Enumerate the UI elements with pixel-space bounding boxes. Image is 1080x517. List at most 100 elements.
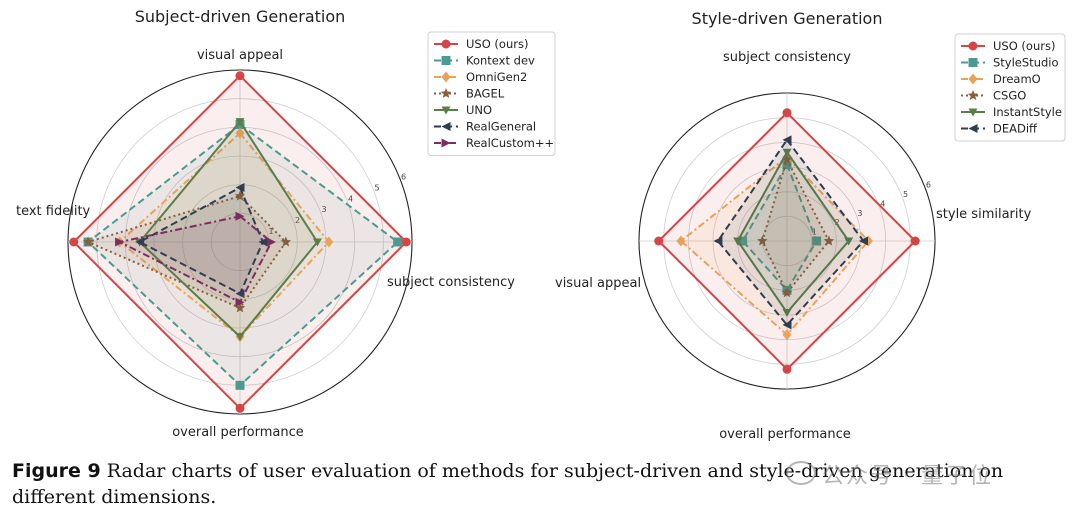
- legend-box: [427, 31, 556, 156]
- legend-marker-omnigen2: [441, 71, 451, 83]
- point-uno-subject-consistency: [312, 238, 322, 247]
- point-bagel-text-fidelity: [82, 236, 94, 247]
- figure-caption: Figure 9 Radar charts of user evaluation …: [12, 458, 1072, 510]
- point-deadiff-style-similarity: [858, 236, 868, 246]
- point-uso-ours-subject-consistency: [401, 237, 411, 247]
- caption-text: Radar charts of user evaluation of metho…: [12, 460, 1004, 508]
- legend-box: [954, 33, 1066, 142]
- legend-label-deadiff: DEADiff: [993, 122, 1038, 136]
- legend-label-realcustom: RealCustom++: [466, 136, 554, 150]
- legend-marker-instantstyle: [968, 108, 978, 117]
- legend: USO (ours) Kontext dev OmniGen2 BAGEL UNO Rea…: [427, 31, 556, 156]
- axis-label-style-similarity: style similarity: [936, 207, 1032, 222]
- legend-marker-uno: [441, 106, 451, 115]
- point-uso-ours-overall-performance: [782, 364, 792, 374]
- point-deadiff-subject-consistency: [782, 135, 792, 145]
- legend-label-dreamo: DreamO: [993, 72, 1041, 86]
- legend-marker-uso-ours: [968, 41, 978, 51]
- axis-label-overall-performance: overall performance: [719, 427, 851, 442]
- point-realcustom-overall-performance: [235, 297, 245, 307]
- legend-marker-dreamo: [968, 73, 978, 85]
- legend-marker-realcustom: [441, 138, 451, 148]
- axis-label-overall-performance: overall performance: [172, 425, 304, 440]
- point-uso-ours-visual-appeal: [235, 71, 245, 81]
- radial-tick-label: 6: [401, 172, 406, 181]
- radar-chart-subject-driven-generation: Subject-driven Generation 1 2 3 4 5 6 visual ap…: [16, 7, 556, 440]
- figure-charts: Subject-driven Generation 1 2 3 4 5 6 visual ap…: [16, 7, 1066, 442]
- legend-marker-stylestudio: [968, 58, 978, 67]
- point-realgeneral-visual-appeal: [235, 183, 245, 193]
- radial-tick-label: 5: [903, 190, 908, 199]
- legend-marker-uso-ours: [441, 39, 451, 49]
- radial-tick-label: 3: [857, 209, 862, 218]
- point-instantstyle-overall-performance: [782, 309, 792, 318]
- point-realcustom-subject-consistency: [267, 237, 277, 247]
- point-uso-ours-overall-performance: [235, 403, 245, 413]
- point-kontext-dev-subject-consistency: [393, 237, 403, 247]
- point-uno-overall-performance: [235, 333, 245, 342]
- point-deadiff-visual-appeal: [713, 236, 723, 246]
- legend-label-instantstyle: InstantStyle: [993, 105, 1062, 119]
- point-uso-ours-visual-appeal: [654, 236, 664, 246]
- radial-tick-label: 5: [375, 183, 380, 192]
- point-instantstyle-subject-consistency: [782, 148, 792, 157]
- watermark: 公众号 · 量子位: [786, 458, 993, 490]
- legend-label-uso-ours: USO (ours): [993, 39, 1055, 53]
- point-dreamo-visual-appeal: [676, 235, 686, 247]
- point-omnigen2-subject-consistency: [324, 236, 334, 248]
- legend-marker-csgo: [967, 90, 979, 100]
- point-realgeneral-text-fidelity: [135, 237, 145, 247]
- series-deadiff: [716, 138, 865, 327]
- radial-tick-label: 2: [295, 216, 300, 225]
- point-deadiff-overall-performance: [782, 320, 792, 330]
- legend-marker-kontext-dev: [441, 56, 451, 65]
- point-instantstyle-visual-appeal: [733, 237, 743, 246]
- legend-label-omnigen2: OmniGen2: [466, 70, 527, 84]
- point-uno-visual-appeal: [235, 118, 245, 127]
- radial-tick-label: 4: [348, 194, 353, 203]
- watermark-text: 公众号 · 量子位: [822, 464, 993, 489]
- legend-label-bagel: BAGEL: [466, 87, 505, 101]
- point-dreamo-overall-performance: [782, 329, 792, 341]
- point-bagel-visual-appeal: [234, 190, 246, 201]
- point-csgo-visual-appeal: [757, 235, 768, 246]
- series-csgo: [761, 156, 831, 295]
- point-realcustom-text-fidelity: [115, 237, 125, 247]
- legend-label-realgeneral: RealGeneral: [466, 120, 536, 134]
- legend: USO (ours) StyleStudio DreamO CSGO InstantSt…: [954, 33, 1066, 142]
- legend-label-uno: UNO: [466, 103, 492, 117]
- legend-marker-realgeneral: [441, 122, 451, 131]
- chart-title: Style-driven Generation: [692, 9, 883, 28]
- point-stylestudio-style-similarity: [812, 236, 822, 246]
- point-bagel-subject-consistency: [280, 236, 292, 247]
- legend-label-uso-ours: USO (ours): [466, 37, 528, 51]
- point-omnigen2-visual-appeal: [235, 127, 245, 139]
- axis-label-subject-consistency: subject consistency: [387, 275, 515, 290]
- caption-label: Figure 9: [12, 460, 101, 482]
- radial-tick-label: 6: [926, 181, 931, 190]
- point-uso-ours-style-similarity: [910, 236, 920, 246]
- point-csgo-overall-performance: [781, 287, 793, 298]
- legend-marker-deadiff: [968, 124, 978, 133]
- point-bagel-overall-performance: [234, 302, 246, 313]
- point-csgo-style-similarity: [823, 235, 835, 246]
- point-stylestudio-subject-consistency: [782, 160, 792, 170]
- axis-label-visual-appeal: visual appeal: [555, 276, 641, 291]
- point-realgeneral-subject-consistency: [258, 237, 268, 247]
- legend-label-csgo: CSGO: [993, 89, 1026, 103]
- legend-label-kontext-dev: Kontext dev: [466, 54, 535, 68]
- legend-label-stylestudio: StyleStudio: [993, 56, 1059, 70]
- legend-marker-bagel: [440, 88, 452, 98]
- point-uso-ours-text-fidelity: [69, 237, 79, 247]
- radial-tick-label: 4: [880, 199, 885, 208]
- point-instantstyle-style-similarity: [844, 237, 854, 246]
- point-stylestudio-visual-appeal: [738, 236, 748, 246]
- axis-label-subject-consistency: subject consistency: [723, 50, 851, 65]
- wechat-icon: [786, 461, 816, 485]
- series-stylestudio: [741, 162, 818, 292]
- chart-title: Subject-driven Generation: [135, 7, 346, 26]
- radial-tick-label: 1: [812, 228, 817, 237]
- radial-tick-label: 1: [269, 227, 274, 236]
- radial-tick-label: 3: [322, 205, 327, 214]
